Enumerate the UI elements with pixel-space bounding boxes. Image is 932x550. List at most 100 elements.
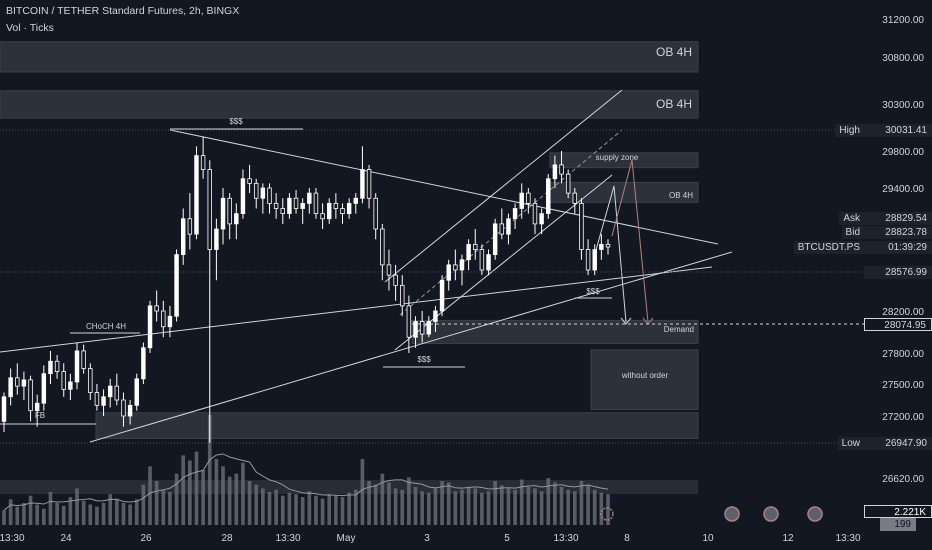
volume-bar <box>35 504 40 525</box>
volume-bar <box>353 489 358 525</box>
candle-body <box>207 169 212 250</box>
price-tick-label: 31200.00 <box>882 15 924 26</box>
candle-body <box>114 385 120 401</box>
volume-bar <box>599 492 604 525</box>
volume-bar <box>161 489 166 525</box>
volume-bar <box>433 488 438 525</box>
supply-zone-label: supply zone <box>596 153 639 162</box>
trendline-ascending-lower <box>89 251 733 443</box>
time-tick-label: 3 <box>424 533 430 544</box>
low-tag: Low <box>837 437 864 450</box>
candle-body <box>340 208 345 215</box>
volume-bar <box>300 497 305 525</box>
time-axis[interactable]: 13:30 24 26 28 13:30 May 3 5 13:30 8 10 12 13:30 <box>0 533 861 544</box>
candle-body <box>400 284 405 307</box>
candle-body <box>194 155 199 235</box>
volume-bar <box>267 492 272 525</box>
high-value: 30031.41 <box>864 124 932 137</box>
candle-body <box>439 279 445 312</box>
projection-path-white <box>595 185 627 323</box>
volume-bar <box>141 484 146 525</box>
trendline-descending <box>169 129 719 245</box>
candle-body <box>532 202 538 225</box>
candle-body <box>327 202 332 220</box>
volume-bar <box>519 479 524 525</box>
candle-body <box>141 347 146 380</box>
candle-body <box>512 208 518 220</box>
volume-bar <box>407 477 411 525</box>
volume-indicator-label[interactable]: Vol · Ticks <box>6 22 54 34</box>
volume-bar <box>347 492 351 525</box>
volume-bar <box>188 460 192 525</box>
volume-bar <box>201 470 205 525</box>
volume-bar <box>234 473 239 525</box>
volume-bar <box>340 497 345 525</box>
volume-bar <box>15 506 20 525</box>
volume-bar <box>426 492 431 525</box>
candle-body <box>253 182 259 199</box>
candle-body <box>214 228 219 250</box>
volume-bar <box>493 481 497 525</box>
volume-bar <box>486 491 491 525</box>
candle-body <box>565 173 571 194</box>
candle-body <box>599 243 604 250</box>
ob-small-label: OB 4H <box>669 191 693 200</box>
liquidity-right-label: $$$ <box>586 287 600 296</box>
time-tick-label: 13:30 <box>835 533 860 544</box>
volume-bar <box>148 466 152 525</box>
time-tick-label: 5 <box>504 533 510 544</box>
candle-body <box>121 399 126 417</box>
time-tick-label: 24 <box>60 533 72 544</box>
volume-bar <box>254 484 259 525</box>
volume-bar <box>380 473 385 525</box>
price-tick-label: 30800.00 <box>882 53 924 64</box>
volume-bar <box>128 504 132 525</box>
volume-bar <box>546 478 551 525</box>
candle-body <box>353 197 359 204</box>
candle-body <box>526 192 531 204</box>
volume-bar <box>95 506 99 525</box>
candle-body <box>380 228 385 266</box>
candle-body <box>227 197 232 225</box>
channel-lower <box>394 174 613 351</box>
volume-bar <box>280 495 285 525</box>
candle-body <box>68 381 73 390</box>
candle-body <box>459 259 465 271</box>
symbol-tag: BTCUSDT.PS <box>793 241 864 254</box>
volume-bar <box>393 488 398 525</box>
volume-bar <box>539 491 544 525</box>
arrow-head-white <box>620 317 632 325</box>
ob-top-label: OB 4H <box>656 45 692 59</box>
volume-bar <box>294 494 298 525</box>
candle-body <box>293 197 299 209</box>
ob-mid-label: OB 4H <box>656 97 692 111</box>
candle-body <box>346 202 352 215</box>
candle-body <box>360 169 365 199</box>
volume-bar <box>81 500 86 525</box>
channel-mid <box>399 129 623 316</box>
volume-bar <box>553 482 557 525</box>
volume-bar <box>61 505 66 525</box>
candle-body <box>546 178 551 215</box>
channel-upper <box>384 89 623 283</box>
candle-body <box>174 254 179 317</box>
candle-body <box>267 187 272 204</box>
volume-bar <box>572 491 577 525</box>
bid-tag: Bid <box>841 226 864 239</box>
candle-body <box>579 202 584 250</box>
candle-body <box>200 155 206 170</box>
time-tick-label: 13:30 <box>0 533 25 544</box>
time-tick-label: May <box>337 533 356 544</box>
candle-body <box>74 350 80 383</box>
candle-body <box>287 197 292 215</box>
volume-bar <box>48 492 53 525</box>
calendar-event-icon <box>763 506 779 522</box>
volume-bar <box>606 494 610 525</box>
price-tick-label: 27200.00 <box>882 412 924 423</box>
volume-bar <box>227 476 232 525</box>
candle-body <box>8 377 13 398</box>
time-tick-label: 8 <box>624 533 630 544</box>
candles-layer <box>1 136 611 443</box>
volume-bar <box>2 510 6 525</box>
